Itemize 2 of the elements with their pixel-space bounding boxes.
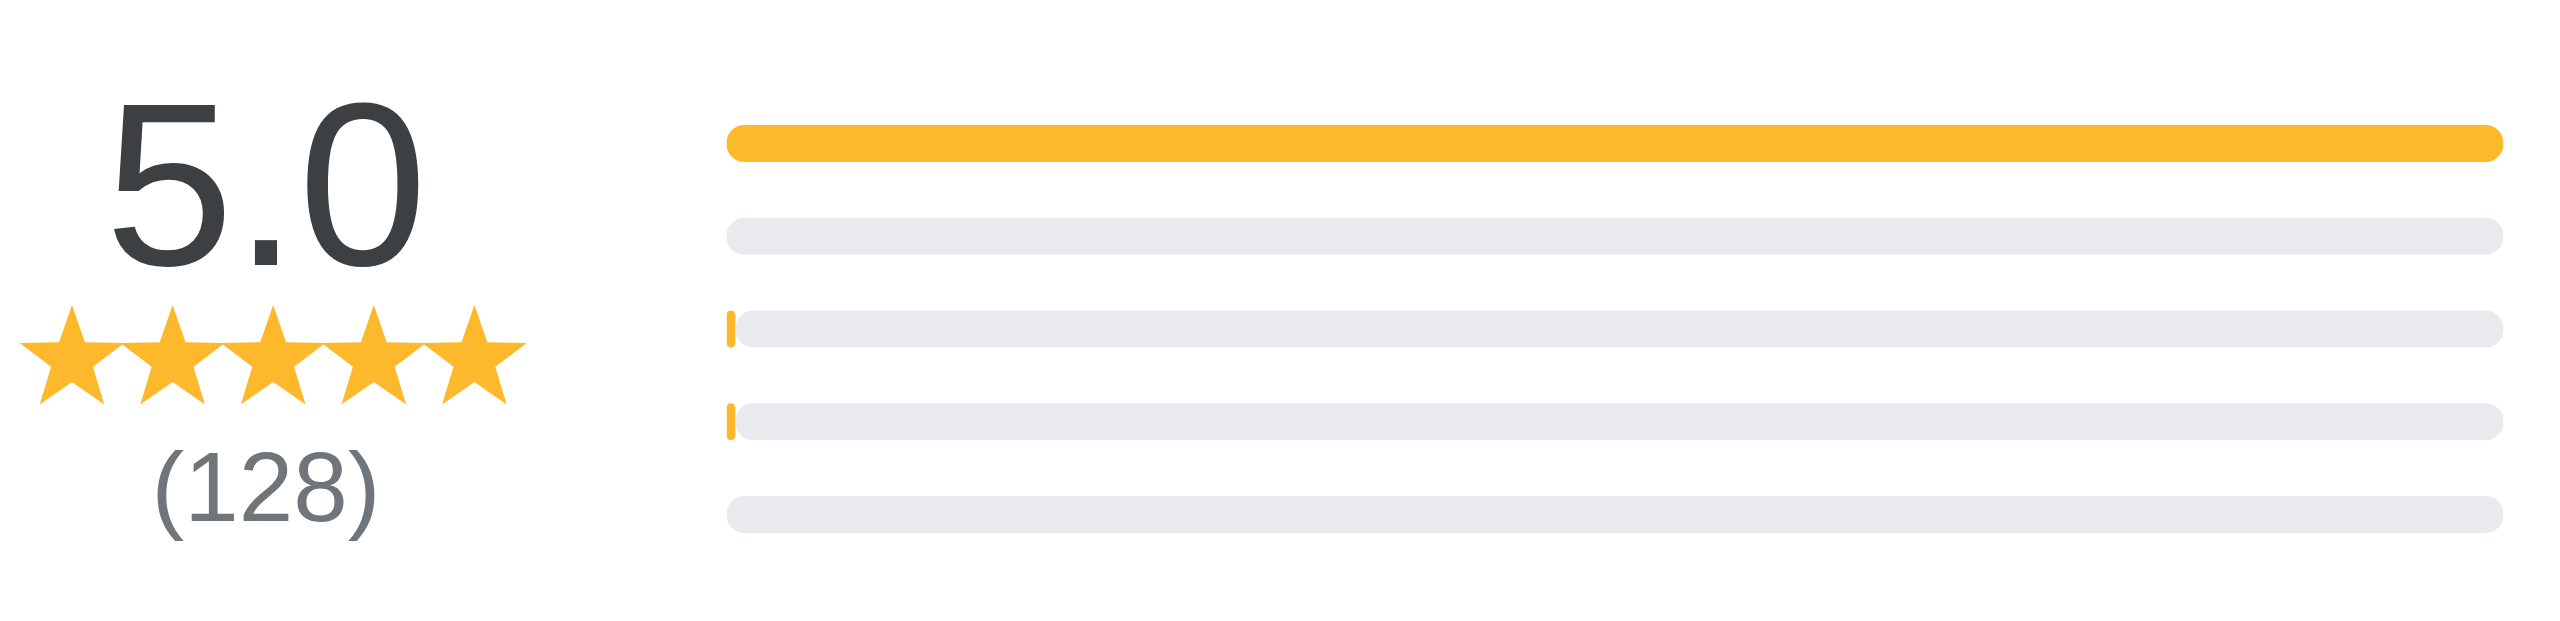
text: 5.0 — [103, 55, 429, 314]
text: (128) — [150, 432, 382, 542]
